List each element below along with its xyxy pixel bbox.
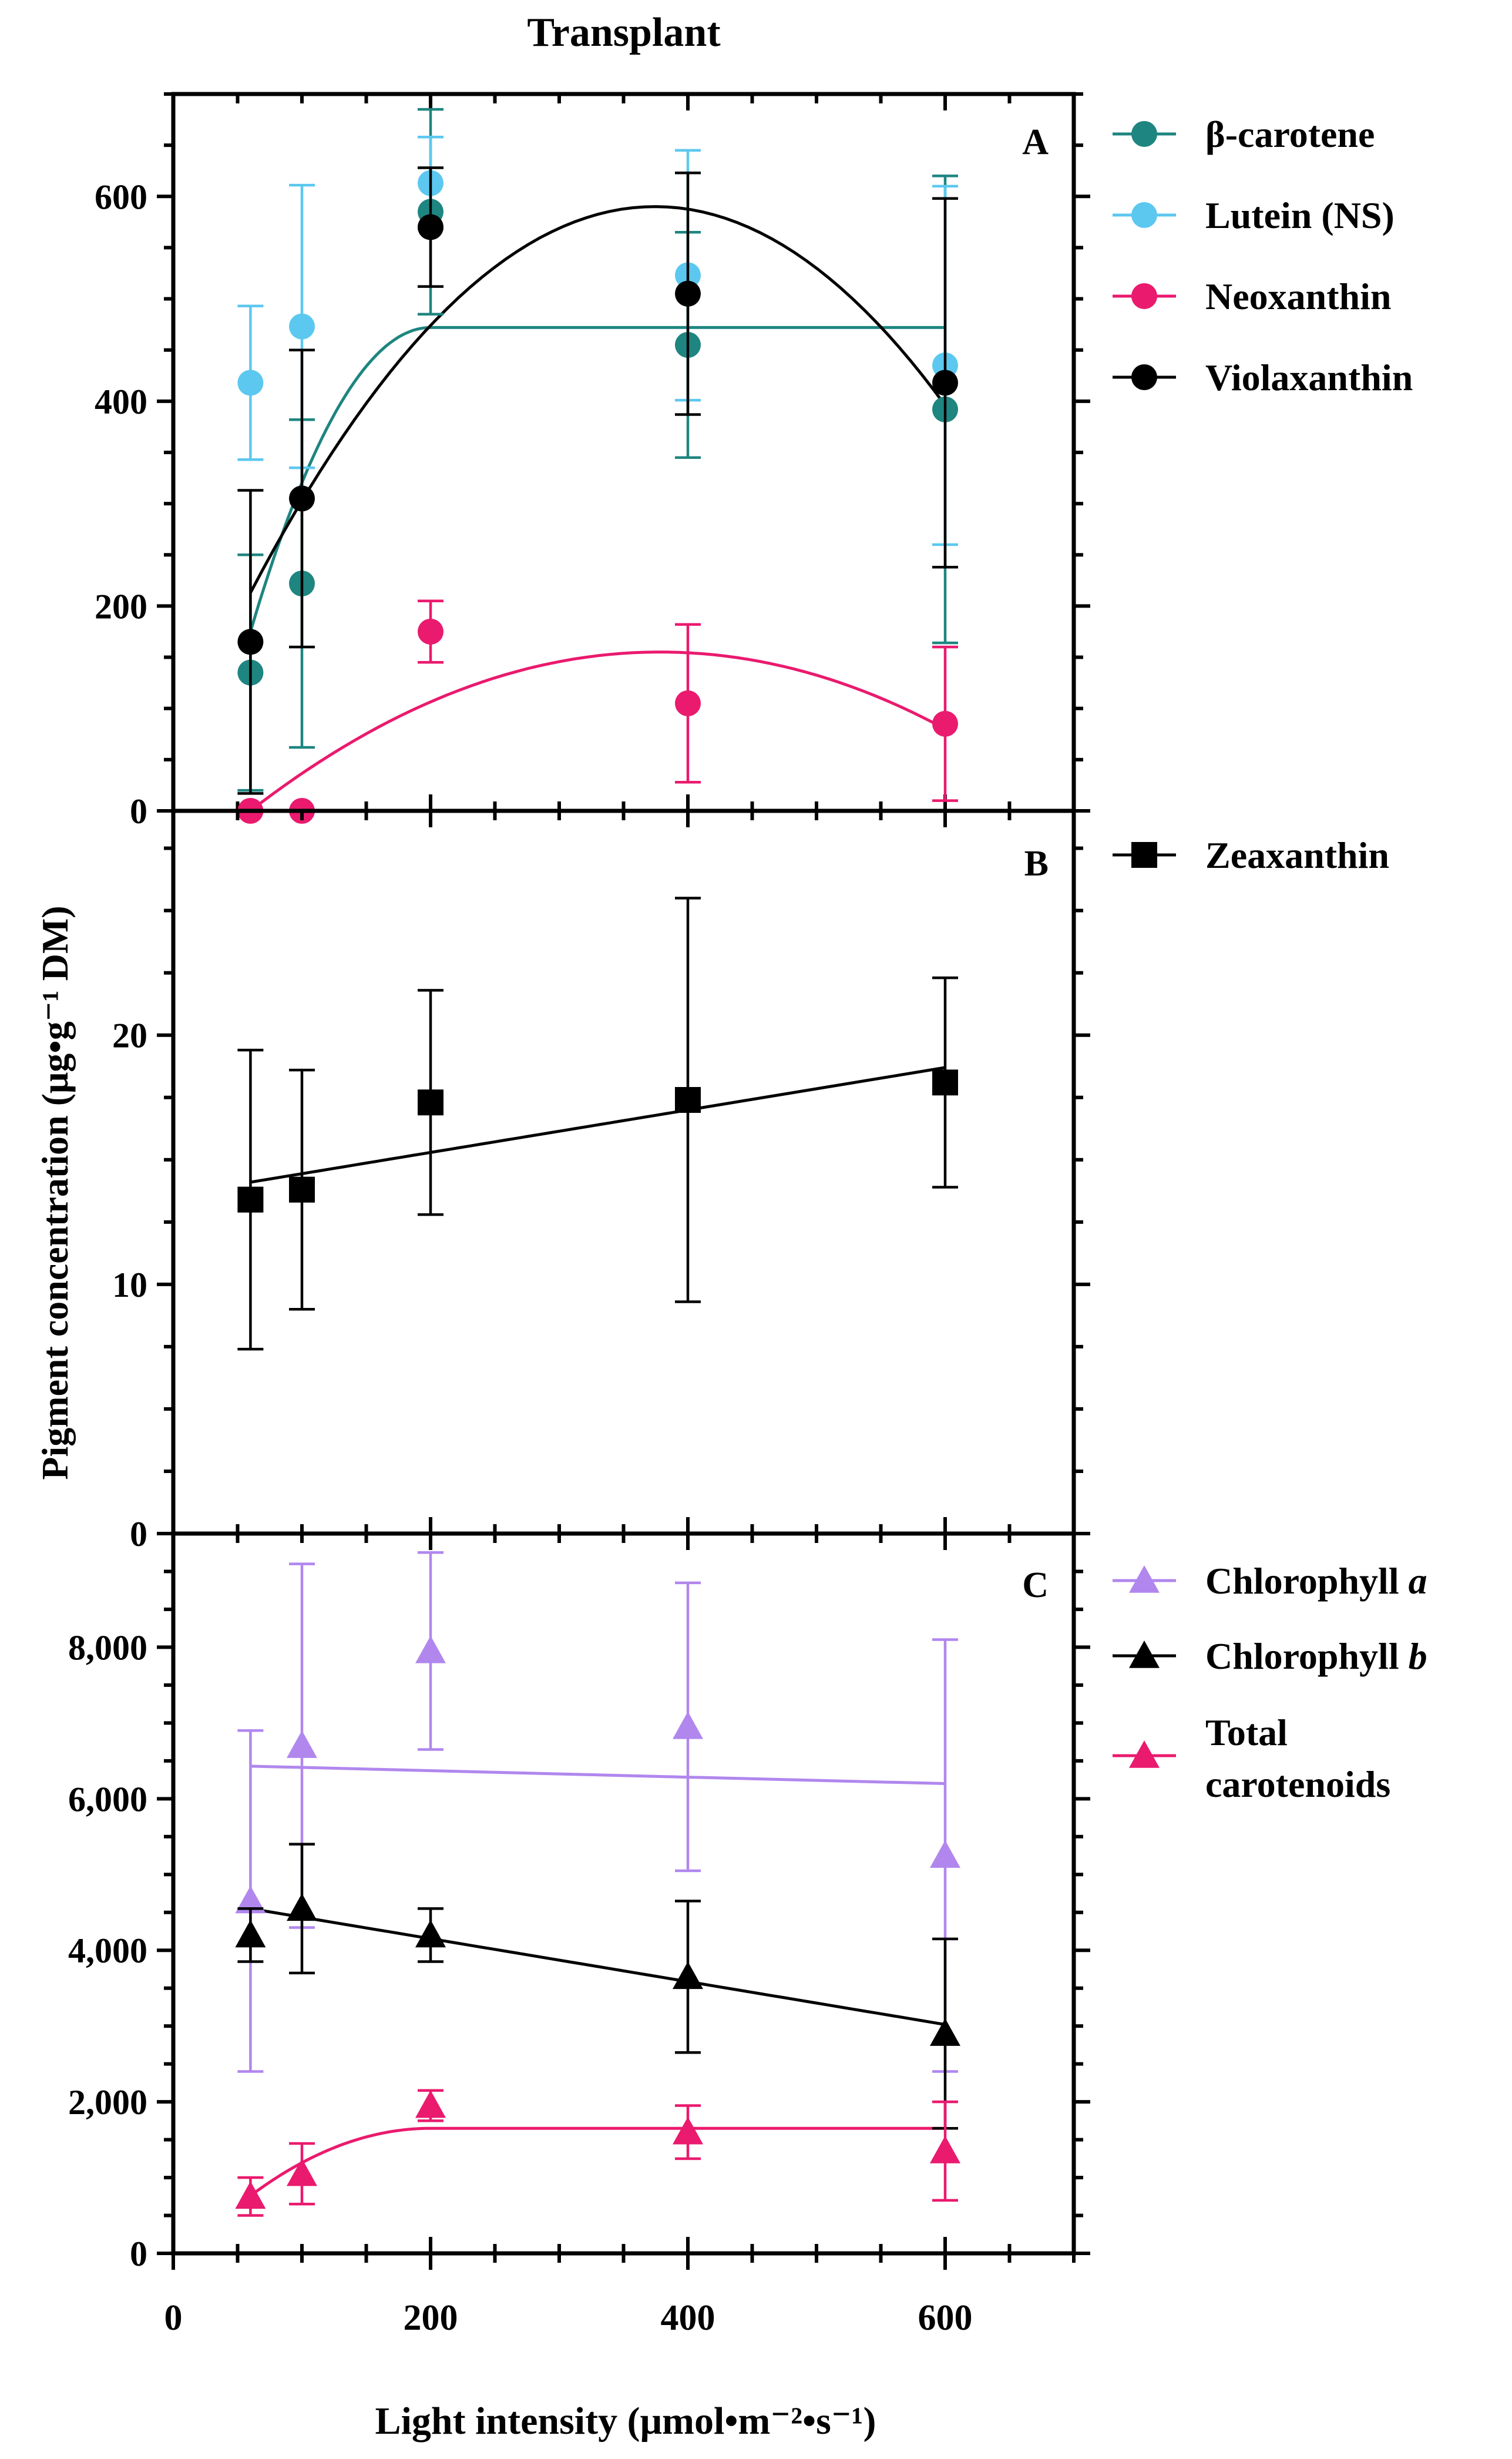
panel-c-frame [171,1531,1076,2256]
viola-point [237,629,264,655]
panel-c-ytick-label: 2,000 [68,2083,147,2122]
panel-a-frame [171,92,1076,813]
chla-point [673,1711,703,1739]
viola-point [418,214,443,240]
x-axis-tick-label: 200 [404,2298,458,2338]
panel-a-ytick-label: 600 [95,177,147,216]
zea-point [675,1087,701,1113]
x-axis-tick-label: 600 [918,2298,973,2338]
panel-c-points [235,1551,960,2217]
car-legend-label-line2: carotenoids [1205,1763,1390,1805]
car-point [673,2116,703,2145]
panel-b-points [237,897,958,1351]
chlb-legend-marker [1129,1641,1160,1668]
neo-legend-marker [1131,283,1157,309]
chla-legend-marker [1129,1565,1160,1593]
panel-c-legend: Chlorophyll a Chlorophyll b Total carotenoi… [1113,1560,1427,1805]
beta-legend-label: β-carotene [1205,113,1375,155]
chla-fit-line [250,1764,946,1785]
chlb-point [673,1961,703,1990]
zea-point [289,1176,315,1203]
chlb-point [415,1920,446,1948]
panel-b-fit-lines [250,1066,946,1184]
figure-title: Transplant [527,10,720,55]
panel-c-letter: C [1022,1565,1049,1605]
chlb-point [235,1920,266,1948]
chla-point [287,1730,317,1758]
x-axis-label: Light intensity (μmol•m⁻²•s⁻¹) [375,2400,876,2443]
panel-a-letter: A [1022,122,1049,162]
panel-c-fit-lines [249,1764,946,2198]
panel-b: 0 10 20 B Zeaxanthin [112,809,1389,1554]
panel-b-ytick-label: 0 [130,1515,147,1554]
panel-a-ytick-label: 0 [130,792,147,831]
y-axis-label: Pigment concentration (μg•g⁻¹ DM) [34,905,76,1480]
beta-legend-marker [1131,121,1157,147]
chla-point [930,1840,960,1868]
panel-b-letter: B [1024,844,1049,884]
panel-a-ytick-label: 200 [95,587,147,626]
chla-point [415,1635,446,1663]
panel-b-legend: Zeaxanthin [1113,834,1389,876]
zea-fit-line [250,1066,946,1184]
panel-b-ytick-label: 20 [112,1017,147,1055]
lutein-point [289,313,315,340]
panel-c-ytick-label: 8,000 [68,1628,147,1667]
lutein-legend-label: Lutein (NS) [1205,194,1395,236]
car-fit-line [249,2126,945,2198]
neo-point [418,619,443,645]
panel-b-ytick-label: 10 [112,1266,147,1304]
chla-legend-label: Chlorophyll a [1205,1560,1427,1602]
chlb-point [930,2018,960,2046]
viola-point [675,280,701,307]
car-point [287,2158,317,2186]
lutein-legend-marker [1131,202,1157,228]
lutein-point [237,370,264,396]
zea-legend-marker [1131,842,1157,868]
chlb-legend-label: Chlorophyll b [1205,1635,1427,1677]
panel-a-ytick-label: 400 [95,383,147,421]
neo-fit-line [249,650,946,812]
viola-legend-label: Violaxanthin [1205,357,1413,398]
car-point [235,2181,266,2209]
car-point [415,2090,446,2118]
viola-legend-marker [1131,364,1157,390]
panel-a-points [237,108,958,824]
viola-point [289,485,315,512]
zea-point [932,1069,958,1096]
neo-point [932,710,958,737]
zea-legend-label: Zeaxanthin [1205,834,1389,876]
car-point [930,2135,960,2163]
beta-fit-line [249,326,945,632]
chla-point [235,1886,266,1914]
zea-point [418,1089,443,1116]
panel-a-legend: β-carotene Lutein (NS) Neoxanthin Violaxant… [1113,113,1413,398]
chlb-fit-line [250,1907,946,2027]
panel-c-ytick-label: 4,000 [68,1931,147,1970]
viola-point [932,370,958,396]
panel-a-fit-lines [249,205,947,812]
x-axis-tick-label: 0 [164,2298,183,2338]
neo-legend-label: Neoxanthin [1205,276,1392,317]
car-legend-label-line1: Total [1205,1712,1288,1753]
zea-point [237,1186,264,1213]
neo-point [675,690,701,716]
panel-c-ytick-label: 6,000 [68,1780,147,1819]
chlb-point [287,1893,317,1921]
x-axis-tick-label: 400 [661,2298,715,2338]
viola-fit-line [249,205,947,593]
panel-a: 0 200 400 600 A β-carotene Lutein (NS) Neoxan… [95,92,1413,831]
panel-c: 0 2,000 4,000 6,000 8,000 0 200 400 600 C Chloro… [68,1531,1427,2338]
panel-c-axes: 0 2,000 4,000 6,000 8,000 0 200 400 600 [68,1531,1090,2338]
car-legend-marker [1129,1740,1160,1768]
panel-c-ytick-label: 0 [130,2235,147,2273]
